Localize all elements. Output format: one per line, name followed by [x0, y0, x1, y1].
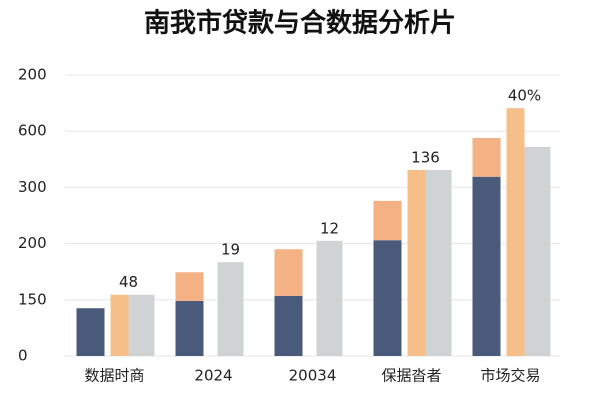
bar-segment — [373, 200, 402, 241]
bar-segment — [472, 137, 501, 177]
x-tick-label: 20034 — [289, 367, 337, 385]
bar — [217, 262, 244, 356]
x-tick-label: 市场交易 — [480, 367, 540, 385]
y-tick-label: 200 — [18, 66, 47, 84]
bar — [110, 294, 129, 356]
x-tick-label: 2024 — [194, 367, 232, 385]
bar-segment — [76, 308, 105, 356]
x-tick-label: 数据时商 — [84, 367, 144, 385]
y-tick-label: 200 — [18, 234, 47, 252]
bar — [506, 108, 525, 357]
bar-segment — [373, 240, 402, 356]
bar-segment — [175, 300, 204, 356]
annotation: 12 — [320, 219, 339, 237]
y-tick-label: 150 — [18, 290, 47, 308]
annotation: 136 — [411, 148, 440, 166]
bar — [407, 169, 426, 356]
annotation: 48 — [119, 273, 138, 291]
bar — [524, 146, 551, 356]
bar — [316, 240, 343, 356]
y-tick-label: 600 — [18, 122, 47, 140]
y-tick-label: 300 — [18, 178, 47, 196]
x-tick-label: 保据沓者 — [381, 367, 441, 385]
bar-segment — [274, 249, 303, 296]
chart-title: 南我市贷款与合数据分析片 — [144, 8, 456, 39]
bar-segment — [274, 295, 303, 356]
annotation: 19 — [221, 241, 240, 259]
bar-segment — [175, 272, 204, 301]
bar-segment — [472, 176, 501, 356]
annotation: 40% — [508, 87, 541, 105]
bar — [128, 294, 155, 356]
y-tick-label: 0 — [18, 347, 28, 365]
bar — [425, 169, 452, 356]
